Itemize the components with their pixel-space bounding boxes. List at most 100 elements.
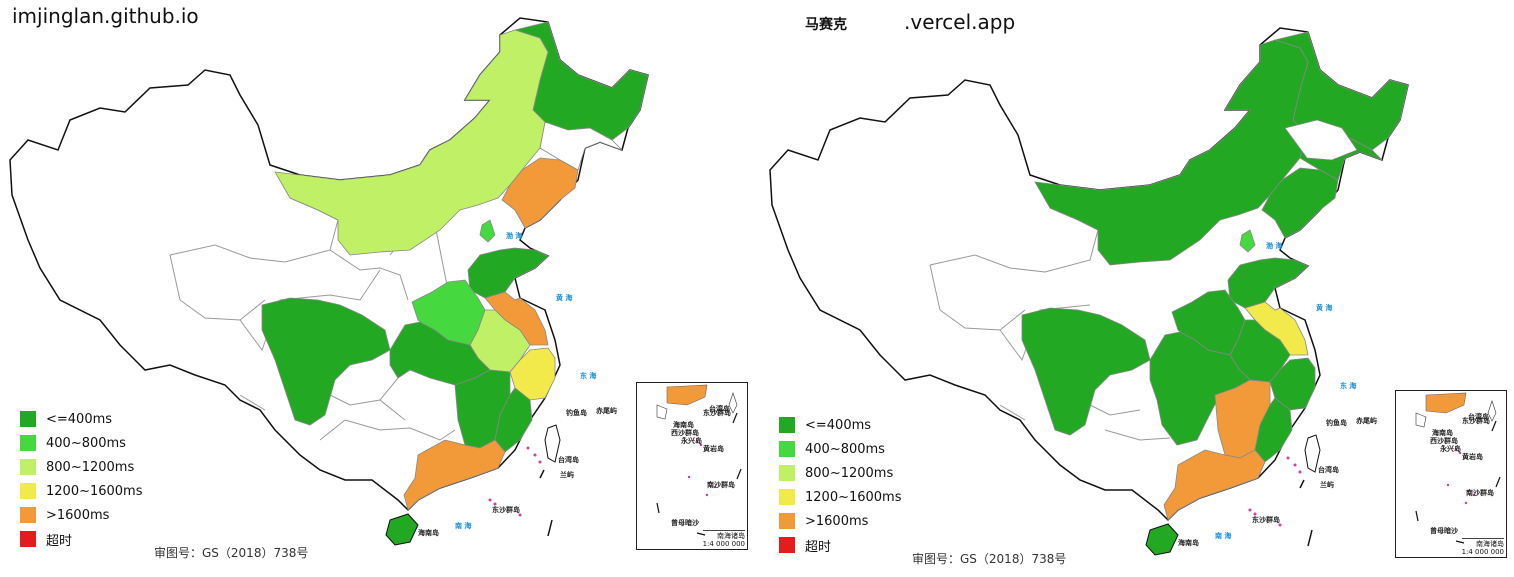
label-huanghai: 黄 海 [1316, 303, 1332, 312]
label-hainan: 海南岛 [1178, 538, 1199, 547]
province-sichuan [1021, 307, 1151, 436]
legend-label: >1600ms [805, 513, 869, 529]
legend-label: 800~1200ms [46, 459, 135, 475]
label-donghai: 东 海 [1340, 381, 1356, 390]
legend-item: 400~800ms [20, 431, 143, 455]
legend-label: >1600ms [46, 507, 110, 523]
inset-label-huangyan: 黄岩岛 [703, 444, 724, 453]
approval-number-left: 审图号：GS（2018）738号 [154, 546, 309, 560]
label-hainan: 海南岛 [418, 528, 439, 537]
label-lanyu: 兰屿 [1320, 480, 1334, 489]
map-panel-right: 马赛克 .vercel.app [757, 0, 1514, 577]
inset-label-taiwan: 台湾岛 [709, 404, 730, 413]
island-dots [1248, 456, 1302, 527]
label-diaoyu: 钓鱼岛 [1325, 418, 1347, 427]
right-panel-title-bold: 马赛克 [805, 17, 847, 33]
legend-swatch [20, 435, 36, 451]
legend-swatch [779, 417, 795, 433]
legend-label: 1200~1600ms [46, 483, 143, 499]
province-inner-mongolia [274, 29, 549, 256]
province-inner-mongolia [1034, 39, 1309, 266]
hainan-outline [1145, 523, 1179, 556]
label-bohai: 渤 海 [506, 231, 522, 240]
province-guangdong [403, 439, 506, 511]
inset-label-dongsha: 东沙群岛 [703, 408, 731, 417]
china-map-right: 渤 海 黄 海 东 海 南 海 台湾岛 钓鱼岛 赤尾屿 兰屿 东沙群岛 海南岛 [769, 27, 1409, 556]
legend-swatch [779, 489, 795, 505]
legend-swatch [20, 531, 36, 547]
legend-label: 超时 [805, 539, 832, 555]
label-nanhai: 南 海 [455, 521, 471, 530]
inset-scale-label: 1:4 000 000 [702, 540, 745, 548]
inset-label-nansha: 南沙群岛 [1466, 488, 1494, 497]
taiwan-island [1304, 434, 1321, 473]
label-dongsha: 东沙群岛 [1252, 515, 1280, 524]
legend-item: 800~1200ms [779, 461, 902, 485]
legend-swatch [779, 513, 795, 529]
label-taiwan: 台湾岛 [558, 455, 579, 464]
inset-label-taiwan: 台湾岛 [1468, 412, 1489, 421]
legend-label: <=400ms [46, 411, 113, 427]
legend-item: 800~1200ms [20, 455, 143, 479]
legend-swatch [779, 465, 795, 481]
china-map-left: 渤 海 黄 海 东 海 南 海 台湾岛 钓鱼岛 赤尾屿 兰屿 东沙群岛 海南岛 [9, 17, 649, 546]
legend-label: <=400ms [805, 417, 872, 433]
label-donghai: 东 海 [580, 371, 596, 380]
province-beijing [479, 219, 496, 243]
nine-dash-line [539, 469, 553, 537]
legend-label: 超时 [46, 533, 73, 549]
province-fujian [1254, 397, 1293, 463]
inset-map: 台湾岛 东沙群岛 海南岛 西沙群岛 永兴岛 黄岩岛 南沙群岛 曾母暗沙 [656, 384, 742, 536]
inset-label-yongxing: 永兴岛 [1439, 444, 1461, 453]
label-bohai: 渤 海 [1266, 241, 1282, 250]
inset-label-nansha: 南沙群岛 [707, 480, 735, 489]
legend-item: >1600ms [779, 509, 902, 533]
legend-item: 1200~1600ms [779, 485, 902, 509]
legend-item: <=400ms [20, 407, 143, 431]
inset-label-yongxing: 永兴岛 [680, 436, 702, 445]
nine-dash-line [1299, 479, 1313, 547]
inset-label-zengmu: 曾母暗沙 [671, 518, 699, 527]
legend-label: 400~800ms [805, 441, 885, 457]
inset-caption: 南海诸岛 1:4 000 000 [702, 530, 745, 548]
island-dots [488, 446, 542, 517]
legend-swatch [20, 483, 36, 499]
legend-swatch [20, 459, 36, 475]
province-sichuan [261, 297, 391, 426]
label-lanyu: 兰屿 [560, 470, 574, 479]
left-panel-title: imjinglan.github.io [12, 4, 199, 28]
province-jilin-white-strip [1284, 119, 1358, 161]
label-chiwei: 赤尾屿 [596, 406, 617, 415]
inset-label-xisha: 西沙群岛 [671, 428, 699, 437]
hainan-outline [385, 513, 419, 546]
province-shandong [467, 247, 549, 299]
inset-caption: 南海诸岛 1:4 000 000 [1461, 538, 1504, 556]
province-beijing [1239, 229, 1256, 253]
label-chiwei: 赤尾屿 [1356, 416, 1377, 425]
inset-label-xisha: 西沙群岛 [1430, 436, 1458, 445]
province-fujian [494, 387, 533, 453]
south-china-sea-inset: 台湾岛 东沙群岛 海南岛 西沙群岛 永兴岛 黄岩岛 南沙群岛 曾母暗沙 南海诸岛… [636, 382, 748, 550]
inset-label-huangyan: 黄岩岛 [1462, 452, 1483, 461]
inset-label-dongsha: 东沙群岛 [1462, 416, 1490, 425]
legend-swatch [20, 411, 36, 427]
taiwan-island [544, 424, 561, 463]
legend-item: >1600ms [20, 503, 143, 527]
legend-label: 800~1200ms [805, 465, 894, 481]
label-dongsha: 东沙群岛 [492, 505, 520, 514]
label-taiwan: 台湾岛 [1318, 465, 1339, 474]
map-panel-left: imjinglan.github.io [9, 4, 748, 560]
south-china-sea-inset: 台湾岛 东沙群岛 海南岛 西沙群岛 永兴岛 黄岩岛 南沙群岛 曾母暗沙 南海诸岛… [1395, 390, 1507, 558]
inset-title: 南海诸岛 [717, 532, 745, 540]
legend-label: 1200~1600ms [805, 489, 902, 505]
inset-label-zengmu: 曾母暗沙 [1430, 526, 1458, 535]
legend-item: 超时 [20, 527, 143, 551]
label-nanhai: 南 海 [1215, 531, 1231, 540]
inset-title: 南海诸岛 [1476, 540, 1504, 548]
province-jilin [539, 121, 623, 171]
label-huanghai: 黄 海 [556, 293, 572, 302]
legend-item: 超时 [779, 533, 902, 557]
right-panel-title: .vercel.app [904, 10, 1016, 34]
legend-item: 1200~1600ms [20, 479, 143, 503]
province-shandong [1227, 257, 1309, 309]
